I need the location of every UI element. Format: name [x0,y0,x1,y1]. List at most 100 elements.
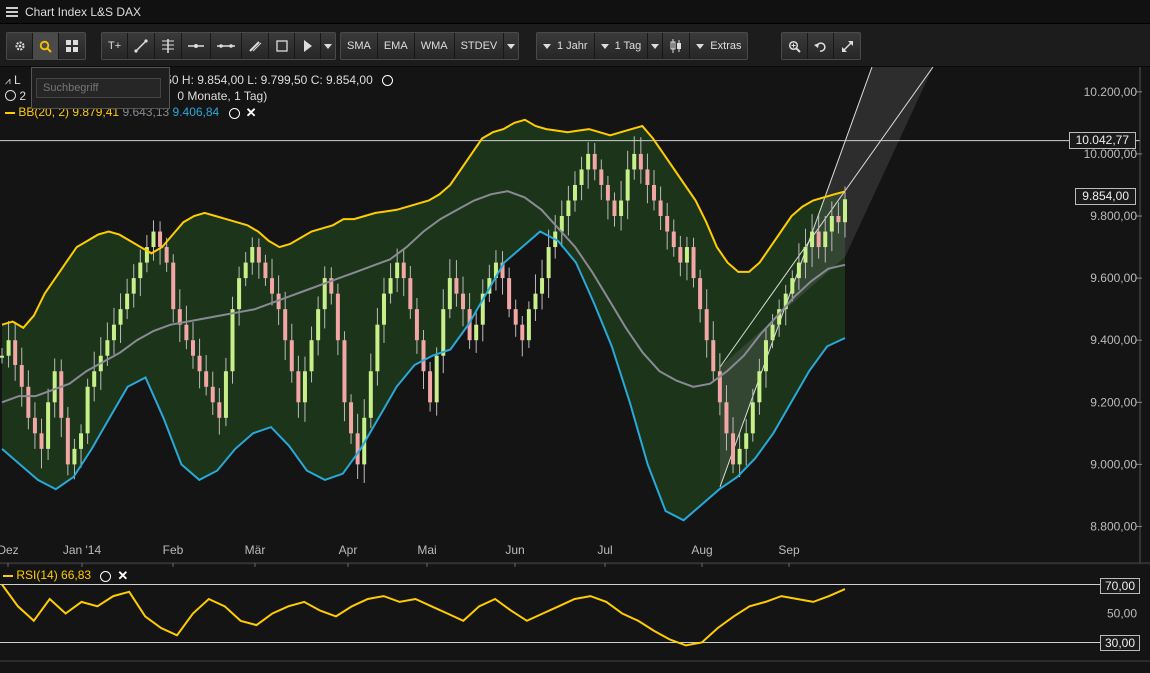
sma-button[interactable]: SMA [341,33,378,59]
fibonacci-icon [162,39,175,53]
candle-body [770,324,775,341]
rectangle-tool-button[interactable] [269,33,296,59]
candle-body [230,309,235,372]
reset-button[interactable] [808,33,834,59]
legend-prefix-2: 2 [19,89,27,103]
candle-body [250,247,255,263]
stdev-button[interactable]: STDEV [455,33,505,59]
candle-body [474,324,479,341]
legend-settings-icon[interactable] [382,75,394,87]
extras-select[interactable]: Extras [690,33,747,59]
candle-body [65,417,70,465]
gear-icon [15,41,24,51]
candle-body [401,262,406,279]
candle-body [421,340,426,372]
wma-button[interactable]: WMA [415,33,455,59]
candle-body [763,340,768,372]
candle-body [125,293,130,310]
candle-body [316,309,321,341]
candle-body [46,402,51,449]
candle-body [599,169,604,185]
drawing-tools-dropdown[interactable] [321,33,335,59]
horizontal-line-tool-button[interactable] [182,33,212,59]
rsi-settings-icon[interactable] [100,570,112,582]
bb-settings-icon[interactable] [228,107,240,119]
price-tick-label: 8.800,00 [1090,519,1137,533]
clock-icon [5,90,16,101]
indicator-dropdown[interactable] [504,33,518,59]
time-tick-label: Aug [691,543,712,557]
interval-select[interactable]: 1 Tag [595,33,649,59]
chart-area[interactable]: 10.200,00 10.000,00 9.800,00 9.600,00 9.400,… [0,67,1150,673]
bb-close-icon[interactable]: ✕ [245,105,257,120]
rsi-swatch [3,575,13,577]
candle-body [309,340,314,372]
view-tools-group [6,32,86,60]
candle-body [355,433,360,465]
ray-tool-button[interactable] [211,33,243,59]
candle-body [480,293,485,325]
candle-body [836,216,841,223]
rsi-close-icon[interactable]: ✕ [117,568,129,583]
candle-body [270,278,275,294]
price-tick-label: 9.200,00 [1090,395,1137,409]
settings-button[interactable] [7,33,33,59]
candle-body [750,402,755,434]
pencil-icon [249,41,262,52]
title-bar: Chart Index L&S DAX [0,0,1150,24]
candle-body [92,371,97,387]
cursor-tool-button[interactable] [295,33,322,59]
candle-body [493,262,498,279]
legend-ohlc: 99,50 H: 9.854,00 L: 9.799,50 C: 9.854,0… [148,73,373,87]
candle-body [197,355,202,372]
candle-body [105,340,110,356]
candle-body [381,293,386,325]
candle-body [210,386,215,403]
candle-body [190,340,195,356]
candle-body [19,365,24,387]
candle-body [507,278,512,310]
candle-body [711,340,716,372]
trendline-tool-button[interactable] [128,33,156,59]
layout-grid-button[interactable] [59,33,85,59]
time-tick-label: Jul [597,543,612,557]
interval-dropdown[interactable] [648,33,664,59]
bb-swatch [5,112,15,114]
search-button[interactable] [33,33,59,59]
candle-body [204,371,209,387]
text-tool-button[interactable]: T+ [102,33,129,59]
time-tick-label: Dez [0,543,19,557]
candle-body [13,340,18,366]
candle-body [79,433,84,449]
period-select[interactable]: 1 Jahr [537,33,595,59]
search-input[interactable] [36,78,161,98]
candle-body [605,184,610,201]
cursor-icon [303,40,312,52]
candle-body [111,324,116,341]
ema-button[interactable]: EMA [378,33,415,59]
bollinger-band-fill [2,119,845,521]
hamburger-menu-icon[interactable] [6,6,18,17]
pencil-tool-button[interactable] [242,33,270,59]
candle-body [566,200,571,217]
candle-body [329,278,334,294]
chevron-down-icon [543,43,551,49]
price-tick-label: 9.000,00 [1090,457,1137,471]
candle-body [131,278,136,294]
candle-body [520,324,525,341]
bb-lower-value: 9.406,84 [172,105,220,120]
candle-body [388,278,393,294]
zoom-button[interactable] [782,33,808,59]
candle-body [810,231,815,248]
candle-body [684,247,689,263]
price-chart[interactable]: 10.200,00 10.000,00 9.800,00 9.600,00 9.400,… [0,67,1150,673]
candle-body [487,278,492,294]
fullscreen-button[interactable] [834,33,860,59]
candle-body [724,402,729,434]
candle-body [441,309,446,356]
fibonacci-tool-button[interactable] [155,33,183,59]
trend-channel-lower [719,67,873,488]
candle-body [619,200,624,217]
candlestick-type-button[interactable] [663,33,691,59]
dotted-line-icon [217,44,236,48]
